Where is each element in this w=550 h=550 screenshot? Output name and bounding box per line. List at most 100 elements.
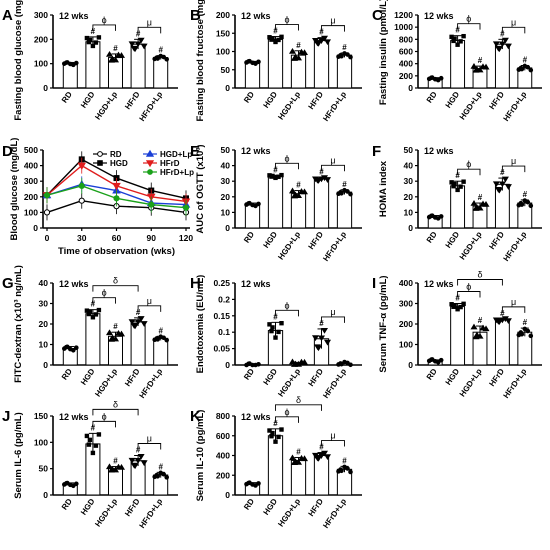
y-tick-label: 200 — [216, 10, 230, 20]
data-point — [93, 40, 99, 45]
bracket-label: δ — [296, 395, 301, 405]
x-tick-label: HGD+Lp — [93, 367, 119, 399]
x-tick-label: HFrD+Lp — [321, 367, 348, 400]
data-point — [74, 481, 79, 487]
y-tick-label: 400 — [399, 59, 413, 69]
significance-bracket: μ — [321, 16, 345, 32]
bracket-label: ϕ — [466, 14, 471, 24]
bracket-line — [501, 165, 526, 173]
data-point — [107, 335, 116, 342]
bar — [107, 468, 124, 496]
data-point — [279, 34, 284, 40]
significance-bracket: δ — [92, 276, 139, 292]
legend-item: HGD — [93, 159, 128, 168]
data-point — [323, 39, 332, 46]
data-point — [77, 162, 87, 170]
panel-g: G FITC-dextran (x10³ ng/mL) 0 10 20 30 40 12 wk… — [2, 265, 178, 400]
data-point — [253, 483, 258, 488]
y-tick-label: 200 — [34, 34, 48, 44]
data-point — [137, 37, 145, 44]
data-point — [294, 54, 303, 61]
data-point — [267, 322, 272, 327]
data-point — [90, 450, 96, 456]
x-tick-label: HGD+Lp — [93, 90, 119, 122]
y-tick-label: 50 — [221, 145, 231, 155]
y-tick-label: 400 — [24, 161, 38, 171]
bracket-label: ϕ — [284, 153, 289, 163]
x-tick-label: 30 — [77, 233, 87, 243]
y-axis-label: Serum TNF-α (pg/mL) — [378, 275, 389, 372]
data-point — [130, 462, 138, 469]
x-tick-label: HFrD — [307, 497, 326, 518]
significance-marker: # — [296, 41, 301, 50]
significance-marker: # — [500, 168, 505, 177]
data-point — [498, 41, 506, 48]
x-tick-label: 60 — [112, 233, 122, 243]
annotation: 12 wks — [424, 146, 454, 156]
y-tick-label: 100 — [24, 207, 38, 217]
bracket-line — [275, 162, 299, 170]
data-point — [130, 45, 138, 52]
data-point — [74, 345, 79, 350]
x-tick-label: HFrD — [307, 367, 326, 388]
data-point — [276, 329, 281, 335]
bracket-label: ϕ — [102, 15, 107, 25]
data-point — [525, 64, 531, 70]
data-point — [348, 54, 353, 60]
y-tick-label: 0 — [33, 223, 38, 233]
data-point — [279, 172, 284, 178]
data-point — [90, 43, 96, 49]
y-tick-label: 0 — [225, 223, 230, 233]
bar — [290, 459, 307, 496]
data-point — [320, 35, 329, 42]
legend-item: HFrD+Lp — [143, 168, 194, 177]
significance-bracket: ϕ — [457, 159, 481, 176]
y-tick-label: 600 — [216, 431, 230, 441]
data-point — [267, 428, 272, 433]
data-point — [476, 204, 484, 211]
data-point — [290, 459, 299, 465]
significance-bracket: ϕ — [92, 411, 116, 428]
bar — [450, 306, 466, 366]
data-point — [501, 37, 509, 44]
significance-marker: # — [342, 456, 347, 465]
panel-label: K — [190, 408, 201, 425]
y-axis-label: Fasting blood fructose (mg/dL) — [195, 0, 206, 121]
data-point — [246, 361, 251, 367]
x-tick-label: HGD+Lp — [458, 90, 484, 122]
y-tick-label: 200 — [216, 470, 230, 480]
data-point — [256, 201, 261, 207]
significance-marker: # — [319, 443, 324, 452]
data-point — [140, 321, 148, 327]
data-point — [338, 52, 343, 58]
data-point — [107, 466, 116, 473]
y-tick-label: 300 — [399, 299, 413, 309]
data-point — [269, 174, 274, 179]
legend-marker — [145, 160, 155, 168]
data-point — [476, 332, 484, 339]
x-tick-label: HGD — [79, 90, 97, 110]
bar — [62, 63, 78, 89]
data-point — [288, 187, 297, 194]
data-point — [528, 67, 534, 73]
y-tick-label: 800 — [216, 411, 230, 421]
panel-i: I Serum TNF-α (pg/mL) 0 100 200 300 400 12 wks R… — [372, 270, 542, 400]
data-point — [246, 201, 251, 206]
bracket-label: μ — [511, 156, 516, 166]
significance-marker: # — [342, 43, 347, 52]
data-point — [504, 184, 512, 190]
data-point — [90, 315, 96, 320]
y-tick-label: 600 — [399, 47, 413, 57]
x-tick-label: RD — [425, 367, 439, 382]
bar — [450, 185, 466, 229]
y-tick-label: 0 — [43, 83, 48, 93]
data-point — [525, 328, 531, 334]
x-tick-label: RD — [242, 367, 256, 382]
bar — [267, 176, 284, 229]
data-point — [279, 320, 284, 326]
bracket-line — [321, 440, 345, 447]
data-point — [313, 455, 322, 462]
significance-bracket: μ — [501, 297, 526, 313]
data-point — [164, 475, 169, 480]
data-point — [270, 325, 275, 330]
